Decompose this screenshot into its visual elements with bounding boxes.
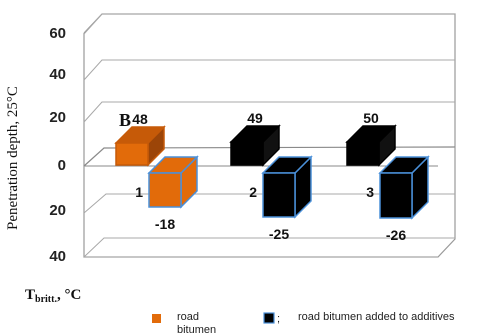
y-tick-label: 0 <box>58 157 66 174</box>
gridline-top-1 <box>83 59 455 81</box>
x-axis-label: Tbritt., °C <box>25 287 81 305</box>
chart-walls <box>83 13 456 258</box>
category-labels: 1 2 3 <box>135 184 374 200</box>
bar-upper-3 <box>345 124 397 167</box>
y-tick-label: 40 <box>49 248 66 265</box>
data-labels: 48 -18 49 -25 50 -26 <box>132 110 406 243</box>
legend: road bitumen ; road bitumen added to add… <box>152 311 455 335</box>
x-axis-label-tail: , °C <box>57 287 81 303</box>
y-tick-label: 20 <box>49 202 66 219</box>
bar-lower-3-front <box>379 172 413 219</box>
y-tick-label: 60 <box>49 25 66 42</box>
category-label: 2 <box>249 184 257 200</box>
bar-upper-2 <box>229 124 281 167</box>
bar-lower-2-front <box>262 172 296 218</box>
data-label: -26 <box>386 227 406 243</box>
data-label: -25 <box>269 226 289 242</box>
legend-label-additives: road bitumen added to additives <box>298 311 455 323</box>
data-label: -18 <box>155 216 175 232</box>
x-axis-label-main: T <box>25 287 35 303</box>
y-axis-label: Penetration depth, 25°C <box>5 86 21 230</box>
y-axis-ticks: 60 40 20 0 20 40 <box>49 25 66 265</box>
bar-upper-1 <box>114 125 166 167</box>
y-tick-label: 40 <box>49 66 66 83</box>
legend-swatch-mark: ; <box>277 313 280 325</box>
bar-annotation-b: B <box>119 110 131 130</box>
gridline-bottom-0 <box>83 193 455 214</box>
y-tick-label: 20 <box>49 109 66 126</box>
x-axis-label-sub: britt. <box>35 294 57 305</box>
bar-upper-1-front <box>115 142 149 166</box>
bar-lower-3 <box>378 155 430 220</box>
bars <box>114 124 430 220</box>
bar-lower-1 <box>147 155 199 209</box>
data-label: 50 <box>363 110 379 126</box>
gridline-bottom-1 <box>83 237 455 258</box>
data-label: 49 <box>247 110 263 126</box>
category-label: 3 <box>366 184 374 200</box>
legend-swatch-road-bitumen <box>152 314 161 323</box>
data-label: 48 <box>132 111 148 127</box>
bar-lower-2 <box>261 155 313 219</box>
category-label: 1 <box>135 184 143 200</box>
bar-lower-1-front <box>148 172 182 208</box>
gridline-top-0 <box>83 13 455 35</box>
bar-upper-3-front <box>346 141 380 166</box>
legend-swatch-additives <box>263 312 275 324</box>
legend-label-road-bitumen: road <box>177 311 199 323</box>
zero-baseline <box>83 146 456 167</box>
legend-label-road-bitumen-line2: bitumen <box>177 324 216 335</box>
bar-upper-2-front <box>230 141 264 166</box>
gridline-top-2 <box>83 101 455 123</box>
